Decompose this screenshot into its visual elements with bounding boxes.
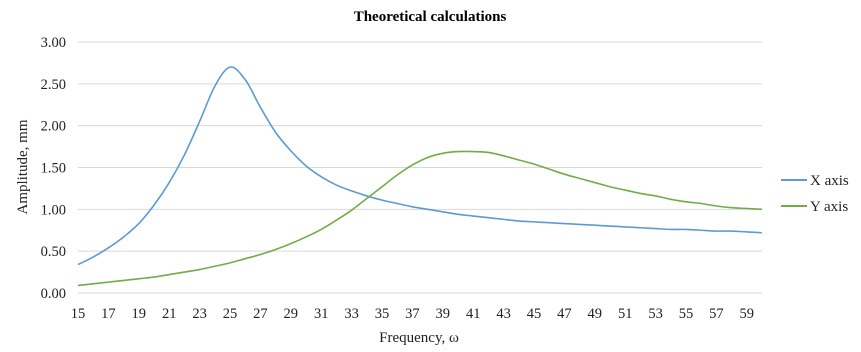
y-tick-label: 2.00 [41, 119, 66, 135]
x-tick-label: 51 [618, 306, 633, 322]
x-tick-label: 19 [132, 306, 147, 322]
y-tick-label: 1.00 [41, 202, 66, 218]
x-tick-label: 15 [71, 306, 86, 322]
x-tick-label: 43 [496, 306, 511, 322]
legend-label-y-axis: Y axis [810, 199, 848, 215]
x-tick-label: 29 [284, 306, 299, 322]
y-tick-label: 1.50 [41, 161, 66, 177]
x-tick-label: 57 [709, 306, 724, 322]
x-tick-label: 41 [466, 306, 481, 322]
x-tick-label: 37 [405, 306, 420, 322]
gridlines [78, 41, 762, 294]
x-tick-label: 45 [527, 306, 542, 322]
y-tick-label: 0.50 [41, 244, 66, 260]
legend-label-x-axis: X axis [810, 173, 849, 189]
x-tick-label: 33 [344, 306, 359, 322]
y-axis-label: Amplitude, mm [15, 119, 31, 214]
y-tick-label: 0.00 [41, 286, 66, 302]
x-tick-label: 27 [253, 306, 268, 322]
series-line-y-axis [77, 150, 763, 287]
x-tick-label: 31 [314, 306, 329, 322]
x-tick-label: 39 [436, 306, 451, 322]
x-tick-label: 25 [223, 306, 238, 322]
x-tick-label: 17 [101, 306, 116, 322]
y-tick-label: 2.50 [41, 77, 66, 93]
x-tick-label: 23 [192, 306, 207, 322]
x-tick-label: 55 [679, 306, 694, 322]
chart-title: Theoretical calculations [354, 9, 507, 25]
y-tick-labels: 0.00 0.50 1.00 1.50 2.00 2.50 3.00 [41, 35, 66, 302]
x-tick-label: 21 [162, 306, 177, 322]
legend: X axis Y axis [781, 173, 849, 215]
y-tick-label: 3.00 [41, 35, 66, 51]
x-tick-label: 35 [375, 306, 390, 322]
x-tick-label: 47 [557, 306, 572, 322]
x-tick-label: 59 [740, 306, 755, 322]
x-tick-label: 49 [588, 306, 603, 322]
series-lines [77, 66, 763, 287]
x-tick-labels: 15 17 19 21 23 25 27 29 31 33 35 37 39 41 43 45 47 49 51 53… [71, 306, 754, 322]
series-line-x-axis [77, 66, 763, 266]
x-tick-label: 53 [648, 306, 663, 322]
x-axis-label: Frequency, ω [379, 330, 459, 346]
